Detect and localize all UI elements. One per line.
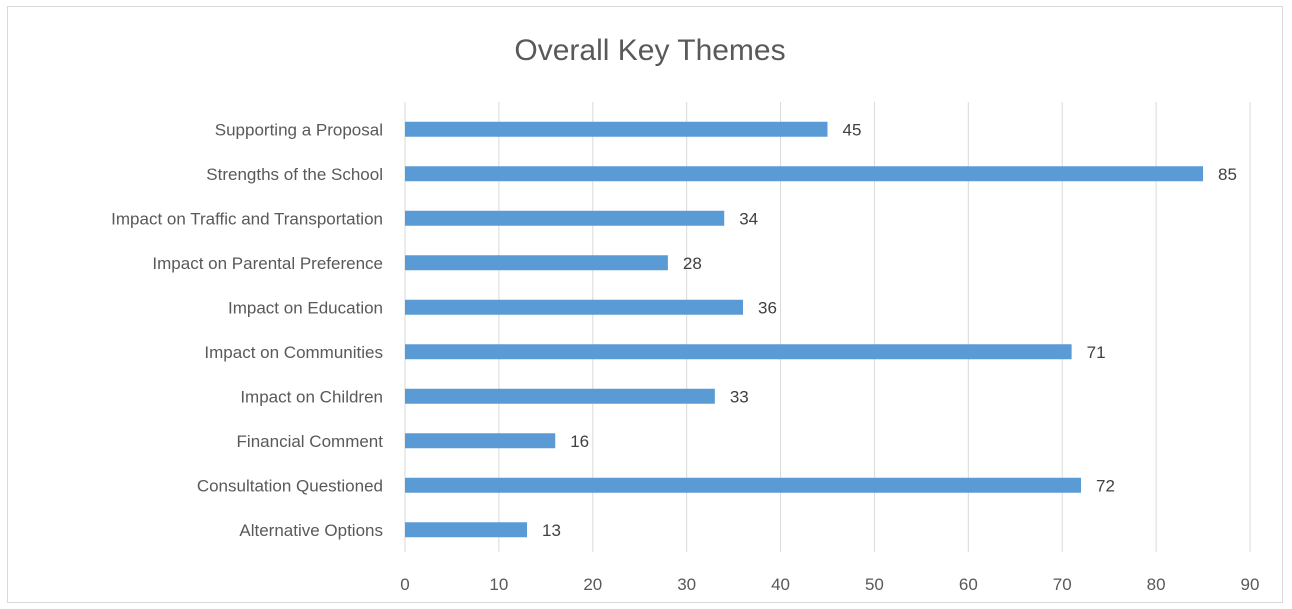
data-label: 33 [730, 387, 749, 406]
bar [405, 121, 828, 137]
x-tick-label: 10 [489, 575, 508, 594]
x-tick-label: 0 [400, 575, 409, 594]
bar [405, 433, 556, 449]
x-tick-label: 30 [677, 575, 696, 594]
bar [405, 344, 1072, 360]
data-label: 45 [843, 120, 862, 139]
category-label: Impact on Traffic and Transportation [111, 209, 383, 228]
category-label: Impact on Parental Preference [152, 254, 383, 273]
category-label: Alternative Options [239, 521, 383, 540]
bar [405, 477, 1081, 493]
data-label: 36 [758, 298, 777, 317]
x-tick-label: 90 [1241, 575, 1260, 594]
category-label: Impact on Education [228, 298, 383, 317]
data-label: 13 [542, 521, 561, 540]
x-tick-label: 20 [583, 575, 602, 594]
x-tick-label: 70 [1053, 575, 1072, 594]
x-tick-label: 40 [771, 575, 790, 594]
labels: 0 10 20 30 40 50 60 70 80 90 Supporting a Proposal… [111, 120, 1259, 594]
data-label: 28 [683, 254, 702, 273]
bar [405, 522, 528, 538]
category-label: Financial Comment [237, 432, 384, 451]
bar [405, 299, 743, 315]
data-label: 71 [1087, 343, 1106, 362]
x-tick-label: 80 [1147, 575, 1166, 594]
bar [405, 255, 668, 271]
bar [405, 388, 715, 404]
x-tick-label: 50 [865, 575, 884, 594]
category-label: Impact on Children [240, 387, 383, 406]
data-label: 85 [1218, 165, 1237, 184]
data-label: 34 [739, 209, 758, 228]
category-label: Consultation Questioned [197, 476, 383, 495]
bar [405, 166, 1204, 182]
data-label: 16 [570, 432, 589, 451]
chart-title: Overall Key Themes [514, 34, 786, 67]
category-label: Impact on Communities [204, 343, 383, 362]
category-label: Supporting a Proposal [215, 120, 383, 139]
bars [405, 121, 1204, 538]
x-tick-label: 60 [959, 575, 978, 594]
category-label: Strengths of the School [206, 165, 383, 184]
bar [405, 210, 725, 226]
data-label: 72 [1096, 476, 1115, 495]
